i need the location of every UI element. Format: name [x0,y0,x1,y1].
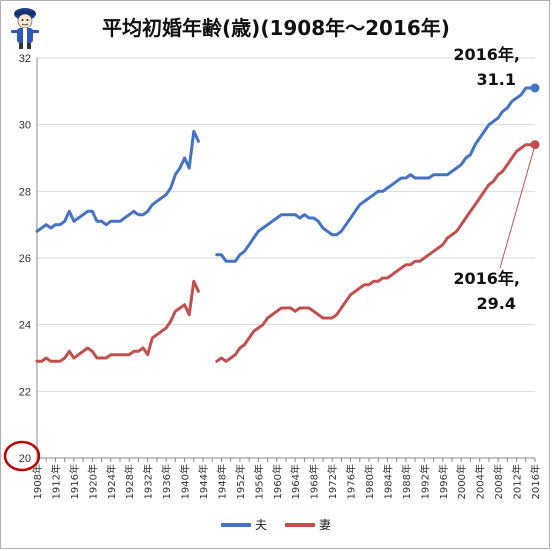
legend-item-husband: 夫 [220,516,267,533]
x-tick-label-1956: 1956年 [252,464,265,499]
x-tick-label-1912: 1912年 [49,464,62,499]
annotation-leader-wife [499,148,535,269]
y-tick-label-32: 32 [19,53,31,65]
x-tick-label-2000: 2000年 [455,464,468,499]
x-tick-label-1928: 1928年 [123,464,136,499]
x-tick-label-1996: 1996年 [437,464,450,499]
x-tick-label-1936: 1936年 [160,464,173,499]
x-tick-label-1980: 1980年 [363,464,376,499]
x-tick-label-2008: 2008年 [492,464,505,499]
gridlines [37,57,535,392]
y-tick-label-28: 28 [19,186,31,198]
x-tick-label-1964: 1964年 [289,464,302,499]
annotation-wife-2016: 2016年, 29.4 [440,266,520,316]
y-tick-label-30: 30 [19,120,31,132]
annotation-husband-2016: 2016年, 31.1 [440,42,520,92]
x-tick-label-1908: 1908年 [31,464,44,499]
x-tick-label-1924: 1924年 [105,464,118,499]
x-tick-label-1952: 1952年 [234,464,247,499]
annotation-husband-year: 2016年, [453,45,520,64]
annotation-wife-value: 29.4 [476,294,516,313]
y-tick-label-22: 22 [19,386,31,398]
x-tick-label-1960: 1960年 [271,464,284,499]
x-tick-label-1972: 1972年 [326,464,339,499]
legend-swatch-wife [285,522,315,527]
endpoint-marker-husband [530,83,540,93]
legend-swatch-husband [220,522,251,527]
annotations-overlay [3,148,535,472]
x-tick-label-1988: 1988年 [400,464,413,499]
x-tick-label-1916: 1916年 [68,464,81,499]
series-line-husband-seg0 [35,129,200,233]
y-tick-label-24: 24 [19,320,31,332]
x-tick-label-2016: 2016年 [529,464,542,499]
y-tick-label-20: 20 [19,453,31,465]
highlight-circle-y-tick-20 [3,440,41,472]
x-tick-label-1968: 1968年 [308,464,321,499]
series-line-husband-seg1 [215,86,537,263]
x-tick-label-1992: 1992年 [418,464,431,499]
legend-label-husband: 夫 [254,518,267,532]
x-tick-label-2004: 2004年 [474,464,487,499]
axes [36,58,536,462]
x-tick-label-1920: 1920年 [86,464,99,499]
x-tick-label-1948: 1948年 [215,464,228,499]
y-tick-label-26: 26 [19,253,31,265]
series-line-wife-seg0 [35,279,200,363]
x-tick-label-1944: 1944年 [197,464,210,499]
x-tick-label-2012: 2012年 [511,464,524,499]
series-line-wife-seg1 [215,143,537,363]
endpoint-marker-wife [530,140,540,150]
annotation-wife-year: 2016年, [453,269,520,288]
chart-legend: 夫 妻 [0,516,552,533]
annotation-husband-value: 31.1 [476,70,516,89]
x-tick-label-1984: 1984年 [381,464,394,499]
chart-title: 平均初婚年齢(歳)(1908年～2016年) [102,16,450,40]
x-tick-label-1940: 1940年 [179,464,192,499]
legend-label-wife: 妻 [319,518,332,532]
tick-labels: 20 22 24 26 28 30 32 1908年 1912年 1916年 1920年 1924年 1… [19,53,542,499]
x-tick-label-1976: 1976年 [345,464,358,499]
series-lines [35,83,540,363]
x-tick-label-1932: 1932年 [142,464,155,499]
mascot-logo-icon [11,8,39,49]
legend-item-wife: 妻 [285,516,331,533]
